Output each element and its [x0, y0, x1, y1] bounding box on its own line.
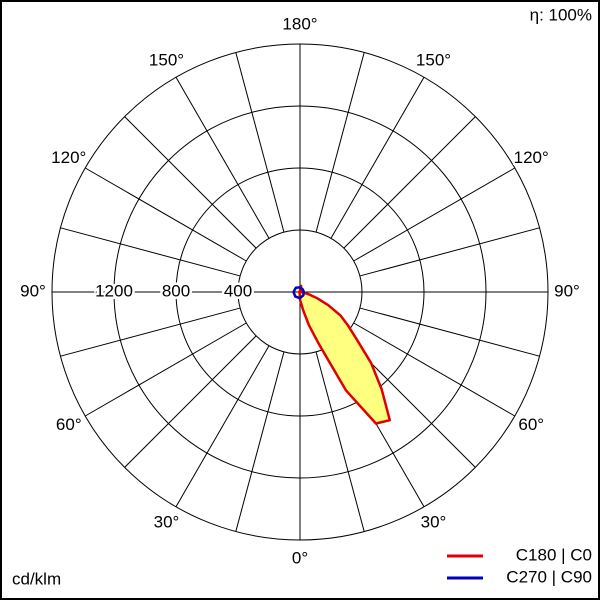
polar-curve — [292, 286, 306, 300]
spoke — [124, 116, 257, 249]
spoke — [343, 116, 476, 249]
angle-tick-label: 0° — [292, 548, 308, 567]
angle-tick-label: 30° — [421, 513, 447, 532]
angle-tick-label: 60° — [518, 415, 544, 434]
unit-label: cd/klm — [12, 569, 61, 588]
spoke — [330, 76, 425, 239]
angle-tick-label: 60° — [56, 415, 82, 434]
spoke — [315, 52, 365, 233]
polar-curve — [297, 284, 392, 425]
angle-tick-label: 180° — [282, 14, 317, 33]
spoke — [84, 322, 247, 417]
spoke — [359, 307, 540, 357]
labels: C180 | C0 C270 | C90 400 800 1200 0° 30° 30° 60°… — [18, 12, 592, 586]
efficiency: η: 100% — [530, 5, 592, 24]
spoke — [359, 227, 540, 277]
angle-tick-label: 90° — [20, 281, 46, 300]
spoke — [175, 76, 270, 239]
r-tick-label: 400 — [224, 281, 252, 300]
spoke — [353, 167, 516, 262]
angle-tick-label: 120° — [514, 148, 549, 167]
angle-tick-label: 150° — [149, 50, 184, 69]
spoke — [235, 52, 285, 233]
spoke — [84, 167, 247, 262]
grid — [51, 43, 549, 541]
spoke — [60, 227, 241, 277]
spoke — [60, 307, 241, 357]
angle-tick-label: 150° — [416, 50, 451, 69]
spoke — [353, 322, 516, 417]
plot-area — [292, 284, 392, 425]
spoke — [315, 351, 365, 532]
angle-tick-label: 120° — [51, 148, 86, 167]
r-tick-label: 800 — [162, 281, 190, 300]
angle-tick-label: 30° — [154, 513, 180, 532]
angle-tick-label: 90° — [554, 281, 580, 300]
spoke — [124, 335, 257, 468]
r-tick-label: 1200 — [95, 281, 133, 300]
legend-label: C180 | C0 — [516, 545, 592, 564]
spoke — [235, 351, 285, 532]
legend-label: C270 | C90 — [506, 567, 592, 586]
spoke — [175, 345, 270, 508]
